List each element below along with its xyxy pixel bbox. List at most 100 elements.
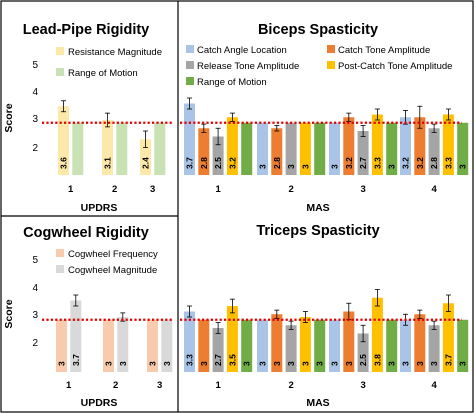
triceps-plot: 3.3 3 2.7 3.5 313 3 3 3 323 3 2.5 3.8 333 3 3 3.7 34 (180, 289, 469, 391)
triceps-data-label: 3 (429, 361, 439, 366)
triceps-data-label: 3 (315, 361, 325, 366)
legend-swatch (56, 47, 64, 55)
triceps-bar-2-1 (257, 319, 268, 372)
cogwheel-x-tick-label: 1 (66, 380, 72, 391)
biceps-bar-4-3 (428, 128, 440, 175)
biceps-bar-4-2 (414, 117, 426, 175)
triceps-data-label: 3 (415, 361, 425, 366)
leadpipe-x-tick-label: 2 (112, 184, 117, 195)
cogwheel-bar-1-1 (56, 319, 67, 372)
biceps-data-label: 3 (286, 164, 296, 169)
biceps-data-label: 2.8 (429, 157, 439, 169)
legend-swatch (186, 45, 194, 53)
legend-swatch (327, 61, 335, 69)
legend-label: Cogwheel Magnitude (68, 265, 157, 276)
cogwheel-x-tick-label: 2 (113, 380, 118, 391)
triceps-data-label: 2.7 (213, 354, 223, 366)
triceps-bar-4-4 (442, 303, 454, 372)
leadpipe-x-tick-label: 3 (150, 184, 155, 195)
cogwheel-bar-2-1 (103, 319, 114, 372)
triceps-bar-2-3 (285, 325, 297, 372)
legend-label: Release Tone Amplitude (197, 61, 299, 72)
leadpipe-data-label: 3.6 (59, 157, 69, 169)
leadpipe-bar-1-2 (72, 122, 84, 175)
biceps-data-label: 2.5 (213, 157, 223, 169)
triceps-bar-3-4 (371, 297, 383, 372)
triceps-x-tick-label: 1 (215, 380, 221, 391)
biceps-data-label: 3.7 (185, 157, 195, 169)
triceps-x-tick-label: 4 (431, 380, 437, 391)
legend-label: Cogwheel Frequency (68, 249, 158, 260)
leadpipe-title: Lead-Pipe Rigidity (23, 22, 150, 38)
triceps-bar-3-5 (386, 319, 398, 372)
biceps-data-label: 3 (330, 164, 340, 169)
triceps-bar-2-4 (299, 317, 311, 372)
biceps-x-tick-label: 1 (215, 184, 221, 195)
cogwheel-bar-1-2 (70, 300, 82, 372)
leadpipe-plot: 3.6 1 3.1 2 2.4 3 (42, 100, 172, 195)
biceps-bar-1-2 (198, 128, 210, 175)
biceps-plot: 3.7 2.8 2.5 3.213 2.8 3 323 3.2 2.7 3.3 333.2 3.2 2.… (180, 97, 469, 195)
legend-swatch (56, 249, 64, 257)
biceps-bar-3-1 (329, 122, 340, 175)
cogwheel-y-tick: 2 (32, 338, 38, 349)
leadpipe-bar-2-2 (116, 122, 128, 175)
triceps-bar-1-4 (226, 306, 238, 372)
triceps-x-tick-label: 3 (360, 380, 365, 391)
cogwheel-y-tick: 5 (32, 255, 38, 266)
biceps-data-label: 3.2 (344, 157, 354, 169)
cogwheel-data-label: 3 (104, 361, 114, 366)
cogwheel-title: Cogwheel Rigidity (23, 225, 149, 241)
cogwheel-data-label: 3 (118, 361, 128, 366)
biceps-data-label: 3 (387, 164, 397, 169)
legend-label: Resistance Magnitude (68, 47, 162, 58)
triceps-bar-4-5 (457, 319, 469, 372)
triceps-data-label: 3 (330, 361, 340, 366)
cogwheel-bar-3-1 (147, 319, 158, 372)
leadpipe-data-label: 2.4 (141, 157, 151, 169)
biceps-legend: Catch Angle Location Catch Tone Amplitud… (186, 45, 452, 88)
biceps-data-label: 3 (258, 164, 268, 169)
triceps-bar-4-2 (414, 314, 426, 372)
cogwheel-data-label: 3 (57, 361, 67, 366)
cogwheel-x-axis-label: UPDRS (81, 397, 118, 409)
cogwheel-data-label: 3 (162, 361, 172, 366)
legend-swatch (186, 77, 194, 85)
triceps-bar-4-3 (428, 325, 440, 372)
legend-swatch (186, 61, 194, 69)
cogwheel-y-axis-label: Score (3, 299, 15, 328)
legend-swatch (56, 265, 64, 273)
biceps-data-label: 2.8 (199, 157, 209, 169)
cogwheel-y-tick: 4 (32, 283, 38, 294)
triceps-data-label: 3 (300, 361, 310, 366)
leadpipe-y-axis-label: Score (3, 103, 15, 132)
leadpipe-bar-2-1 (102, 120, 113, 175)
biceps-bar-3-2 (343, 117, 355, 175)
biceps-bar-4-1 (400, 117, 411, 175)
biceps-x-axis-label: MAS (306, 202, 329, 214)
leadpipe-bar-3-1 (140, 139, 151, 175)
biceps-data-label: 2.7 (358, 157, 368, 169)
biceps-bar-4-5 (457, 122, 469, 175)
cogwheel-bar-2-2 (117, 317, 129, 372)
biceps-bar-1-3 (212, 136, 224, 175)
biceps-x-tick-label: 2 (288, 184, 293, 195)
legend-label: Catch Angle Location (197, 45, 287, 56)
triceps-bar-1-1 (184, 311, 195, 372)
biceps-data-label: 3.3 (372, 157, 382, 169)
leadpipe-data-label: 3.1 (103, 157, 113, 169)
biceps-data-label: 3.3 (443, 157, 453, 169)
triceps-data-label: 3 (272, 361, 282, 366)
legend-label: Range of Motion (68, 68, 138, 79)
leadpipe-y-tick: 3 (32, 114, 38, 125)
cogwheel-data-label: 3 (148, 361, 158, 366)
triceps-bar-1-5 (241, 319, 253, 372)
biceps-title: Biceps Spasticity (258, 22, 378, 38)
triceps-data-label: 3 (286, 361, 296, 366)
triceps-data-label: 3 (458, 361, 468, 366)
triceps-data-label: 3.7 (443, 354, 453, 366)
leadpipe-y-tick: 4 (32, 87, 38, 98)
triceps-data-label: 3 (199, 361, 209, 366)
biceps-bar-2-3 (285, 122, 297, 175)
